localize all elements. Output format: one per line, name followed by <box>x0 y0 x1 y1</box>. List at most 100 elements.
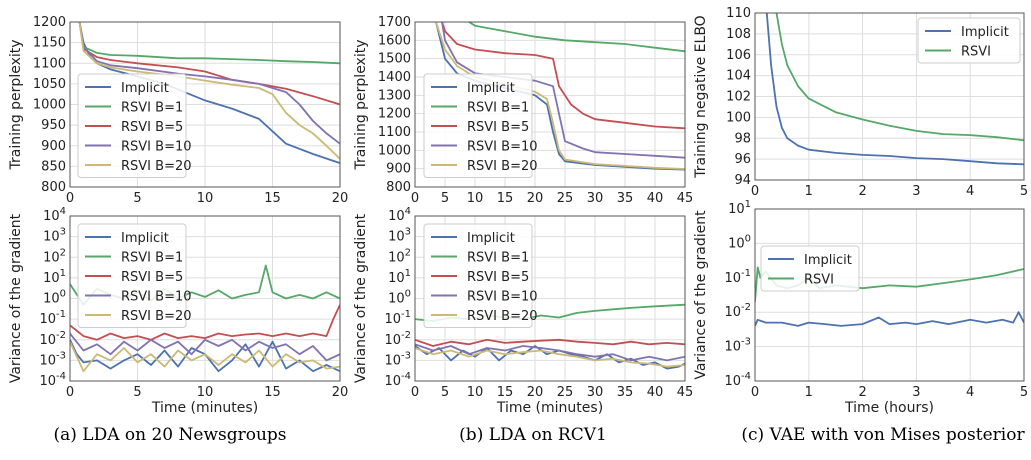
panel-b-top-tick-label: 30 <box>587 191 604 206</box>
panel-a-bottom-x-axis-label: Time (minutes) <box>151 400 258 416</box>
panel-c-bottom-legend-label-implicit: Implicit <box>804 253 852 268</box>
panel-c-top: 0 1 2 3 4 5 94 96 98 100 102 104 106 108 110 Training n… <box>693 6 1028 199</box>
panel-b-bottom-series-rsvi-b-20 <box>415 347 685 368</box>
panel-b-bottom-tick-label: 103 <box>388 227 411 245</box>
panel-a-top-tick-label: 1000 <box>33 98 66 113</box>
panel-a-top-tick-label: 850 <box>41 159 66 174</box>
panel-b-top-tick-label: 5 <box>441 191 449 206</box>
panel-b-top-tick-label: 40 <box>647 191 664 206</box>
panel-c-top-tick-label: 102 <box>726 90 751 105</box>
panel-c-top-legend-label-rsvi: RSVI <box>961 45 991 60</box>
panel-a-top-tick-label: 10 <box>197 191 214 206</box>
panel-b-bottom-tick-label: 5 <box>441 385 449 400</box>
panel-a-top-tick-label: 0 <box>66 191 74 206</box>
panel-c-bottom-tick-label: 0 <box>751 385 759 400</box>
panel-a-bottom-legend-box <box>77 223 187 328</box>
panel-b-bottom-legend-label-rsvi-b-10: RSVI B=10 <box>467 290 538 305</box>
panel-b-bottom: 0 5 10 15 20 25 30 35 40 45 10-4 10-3 10-2 10-1 100 101… <box>353 206 693 416</box>
panel-a-top-legend-label-implicit: Implicit <box>121 81 169 96</box>
panel-a-top-series-rsvi-b-10 <box>78 22 340 145</box>
panel-a-top-legend-label-rsvi-b-10: RSVI B=10 <box>121 140 192 155</box>
panel-b-bottom-legend: Implicit RSVI B=1 RSVI B=5 RSVI B=10 RSVI B=… <box>423 223 538 328</box>
panel-a-top-series-rsvi-b-20 <box>78 22 340 160</box>
panel-c-top-legend-box <box>917 17 1021 64</box>
panel-c-top-tick-label: 100 <box>726 110 751 125</box>
panel-b-bottom-tick-label: 25 <box>557 385 574 400</box>
panel-c-bottom-tick-label: 101 <box>728 199 751 217</box>
panel-a-bottom-tick-label: 20 <box>332 385 349 400</box>
panel-c-bottom-legend: Implicit RSVI <box>760 245 860 292</box>
panel-c-bottom-tick-label: 10-3 <box>724 337 751 355</box>
panel-b-bottom-series-rsvi-b-10 <box>415 343 685 362</box>
panel-b-top-tick-label: 1100 <box>378 125 411 140</box>
panel-c-bottom-y-axis-label: Variance of the gradient <box>693 210 709 380</box>
panel-b-bottom-tick-label: 45 <box>677 385 694 400</box>
panel-a-bottom-legend-label-implicit: Implicit <box>121 231 169 246</box>
panel-a-top-legend-label-rsvi-b-20: RSVI B=20 <box>121 159 192 174</box>
caption-b: (b) LDA on RCV1 <box>459 425 607 445</box>
panel-a-top-tick-label: 1050 <box>33 77 66 92</box>
panel-c-bottom-x-axis-label: Time (hours) <box>844 400 934 416</box>
panel-b-top-tick-label: 20 <box>527 191 544 206</box>
panel-b-bottom-y-axis-label: Variance of the gradient <box>353 213 369 383</box>
panel-a-top-legend-box <box>77 73 187 178</box>
panel-b-bottom-tick-label: 10 <box>467 385 484 400</box>
panel-b-bottom-tick-label: 10-1 <box>384 309 411 327</box>
panel-b-bottom-tick-label: 30 <box>587 385 604 400</box>
panel-c-top-tick-label: 3 <box>912 184 920 199</box>
panel-a-bottom-tick-label: 10-1 <box>39 309 66 327</box>
panel-a-bottom-tick-label: 10-3 <box>39 350 66 368</box>
panel-c-bottom-legend-label-rsvi: RSVI <box>804 273 834 288</box>
panel-a-bottom-series-rsvi-b-10 <box>70 332 340 362</box>
panel-b-top-tick-label: 1000 <box>378 143 411 158</box>
panel-c-top-tick-label: 108 <box>726 27 751 42</box>
panel-a-top-series-rsvi-b-1 <box>78 22 340 65</box>
panel-b-top-tick-label: 1500 <box>378 52 411 67</box>
panel-a-bottom-legend-label-rsvi-b-10: RSVI B=10 <box>121 290 192 305</box>
panel-c-bottom-plot-area <box>755 209 1024 381</box>
panel-b-top-tick-label: 15 <box>497 191 514 206</box>
panel-a-top-tick-label: 1200 <box>33 15 66 30</box>
panel-b-bottom-tick-label: 100 <box>388 289 411 307</box>
panel-b-top-tick-label: 10 <box>467 191 484 206</box>
panel-c-bottom-tick-label: 100 <box>728 233 751 251</box>
panel-a-bottom-tick-label: 101 <box>43 268 66 286</box>
panel-a-bottom: 0 5 10 15 20 10-4 10-3 10-2 10-1 100 101 102 103 104 V… <box>8 206 348 416</box>
panel-b-top-legend-label-rsvi-b-20: RSVI B=20 <box>467 159 538 174</box>
panel-b-bottom-tick-label: 20 <box>527 385 544 400</box>
panel-c-top-tick-label: 110 <box>726 6 751 21</box>
panel-b-bottom-tick-label: 15 <box>497 385 514 400</box>
panel-a-top-tick-label: 20 <box>332 191 349 206</box>
panel-b-top-legend: Implicit RSVI B=1 RSVI B=5 RSVI B=10 RSVI B=… <box>423 73 538 178</box>
panel-a-top-tick-label: 5 <box>133 191 141 206</box>
panel-a-bottom-tick-label: 10 <box>197 385 214 400</box>
panel-a-top-legend-label-rsvi-b-1: RSVI B=1 <box>121 101 183 116</box>
panel-c-top-tick-label: 4 <box>966 184 974 199</box>
panel-a-bottom-legend-label-rsvi-b-20: RSVI B=20 <box>121 309 192 324</box>
panel-c-top-tick-label: 106 <box>726 48 751 63</box>
panel-a-bottom-tick-label: 104 <box>43 206 66 224</box>
panel-b-bottom-legend-label-rsvi-b-20: RSVI B=20 <box>467 309 538 324</box>
panel-c-bottom-tick-label: 10-2 <box>724 302 751 320</box>
panel-c-top-tick-label: 94 <box>734 173 751 188</box>
panel-b-bottom-tick-label: 104 <box>388 206 411 224</box>
panel-a-bottom-series-implicit <box>70 339 340 373</box>
panel-b-bottom-tick-label: 10-2 <box>384 330 411 348</box>
panel-a-bottom-y-axis-label: Variance of the gradient <box>8 213 24 383</box>
panel-b-top-tick-label: 45 <box>677 191 694 206</box>
panel-c-bottom-series-implicit <box>755 311 1024 327</box>
panel-c-top-tick-label: 98 <box>734 131 751 146</box>
panel-b-bottom-tick-label: 35 <box>617 385 634 400</box>
caption-c: (c) VAE with von Mises posterior <box>741 425 1025 445</box>
panel-b-bottom-tick-label: 10-3 <box>384 350 411 368</box>
panel-a-bottom-tick-label: 102 <box>43 247 66 265</box>
panel-c-top-series-rsvi <box>775 13 1024 142</box>
panel-c-bottom-tick-label: 10-4 <box>724 371 751 389</box>
panel-a-bottom-legend-label-rsvi-b-1: RSVI B=1 <box>121 251 183 266</box>
panel-a-top-legend: Implicit RSVI B=1 RSVI B=5 RSVI B=10 RSVI B=… <box>77 73 192 178</box>
panel-a-bottom-tick-label: 0 <box>66 385 74 400</box>
panel-a-bottom-tick-label: 103 <box>43 227 66 245</box>
panel-b-top-tick-label: 1200 <box>378 107 411 122</box>
panel-a-top-series-rsvi-b-5 <box>78 22 340 106</box>
panel-a-bottom-legend-label-rsvi-b-5: RSVI B=5 <box>121 270 183 285</box>
